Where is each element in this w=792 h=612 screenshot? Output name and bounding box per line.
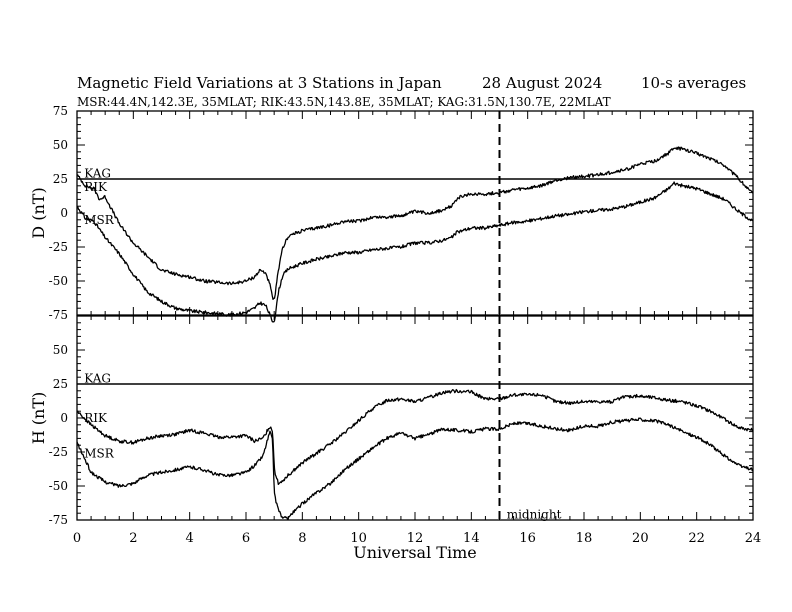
y-tick-label: 0 bbox=[60, 206, 68, 220]
y-axis-label: D (nT) bbox=[29, 187, 48, 238]
chart-title: Magnetic Field Variations at 3 Stations … bbox=[77, 74, 442, 92]
y-axis-label: H (nT) bbox=[29, 392, 48, 445]
y-tick-label: -25 bbox=[49, 240, 68, 254]
x-tick-label: 20 bbox=[632, 531, 649, 546]
annotation-kag: KAG bbox=[84, 167, 111, 181]
y-tick-label: 75 bbox=[53, 104, 68, 118]
y-tick-label: 25 bbox=[53, 172, 68, 186]
y-tick-label: -75 bbox=[49, 308, 68, 322]
y-tick-label: -75 bbox=[49, 513, 68, 527]
annotation-rik: RIK bbox=[84, 180, 108, 194]
y-tick-label: -50 bbox=[49, 479, 68, 493]
x-tick-label: 8 bbox=[298, 531, 306, 546]
series-line-msr bbox=[76, 417, 754, 520]
y-tick-label: -25 bbox=[49, 445, 68, 459]
y-tick-label: 25 bbox=[53, 377, 68, 391]
chart-subtitle: MSR:44.4N,142.3E, 35MLAT; RIK:43.5N,143.… bbox=[77, 95, 611, 109]
y-tick-label: 0 bbox=[60, 411, 68, 425]
x-tick-label: 0 bbox=[73, 531, 81, 546]
x-tick-label: 14 bbox=[463, 531, 480, 546]
x-tick-label: 18 bbox=[576, 531, 593, 546]
annotation-msr: MSR bbox=[84, 446, 115, 460]
y-tick-label: -50 bbox=[49, 274, 68, 288]
series-line-rik bbox=[76, 146, 754, 301]
chart-date: 28 August 2024 bbox=[482, 74, 602, 92]
plot-frame bbox=[76, 110, 754, 316]
x-tick-label: 16 bbox=[519, 531, 536, 546]
series-line-msr bbox=[76, 181, 754, 323]
x-tick-label: 6 bbox=[242, 531, 250, 546]
annotation-msr: MSR bbox=[84, 213, 115, 227]
chart-averaging: 10-s averages bbox=[641, 74, 746, 92]
x-tick-label: 10 bbox=[350, 531, 367, 546]
x-tick-label: 24 bbox=[745, 531, 762, 546]
series-line-rik bbox=[76, 388, 754, 486]
x-axis-label: Universal Time bbox=[353, 543, 476, 562]
y-tick-label: 50 bbox=[53, 343, 68, 357]
plot-frame bbox=[76, 315, 754, 521]
x-tick-label: 4 bbox=[186, 531, 194, 546]
x-tick-label: 2 bbox=[129, 531, 137, 546]
annotation-rik: RIK bbox=[84, 411, 108, 425]
annotation-midnight: midnight bbox=[507, 508, 562, 522]
x-tick-label: 12 bbox=[407, 531, 424, 546]
y-tick-label: 50 bbox=[53, 138, 68, 152]
x-tick-label: 22 bbox=[688, 531, 705, 546]
annotation-kag: KAG bbox=[84, 372, 111, 386]
